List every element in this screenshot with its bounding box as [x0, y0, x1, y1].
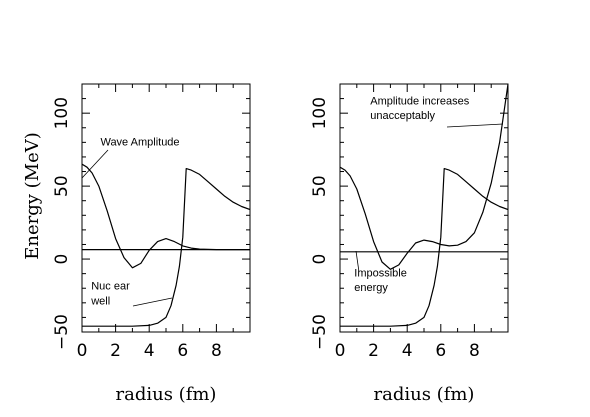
panel1-y-tick-label: −50 [52, 314, 72, 350]
panel1-annotation: Wave Amplitude [100, 136, 179, 148]
panel1-annotation: Nuc ear [91, 281, 130, 293]
panel1-y-axis-title: Energy (MeV) [22, 132, 43, 260]
panel2-annotation: energy [354, 282, 388, 294]
panel2-y-tick-label: 50 [310, 175, 330, 197]
panel2-annotation-leader [446, 123, 504, 128]
panel2-wave-amplitude-line [340, 84, 508, 270]
panel2-y-tick-label: −50 [310, 314, 330, 350]
panel2-x-tick-label: 6 [435, 341, 446, 361]
panel1-annotation: well [90, 295, 110, 307]
panel1-potential-well-line [82, 168, 250, 327]
panel1-y-tick-label: 50 [52, 175, 72, 197]
panel2-x-tick-label: 2 [368, 341, 379, 361]
panel2-x-tick-label: 4 [402, 341, 413, 361]
panel2-annotation: Amplitude increases [370, 95, 470, 107]
panel1-annotation-leader [132, 297, 173, 307]
panel2-annotation-leader [355, 250, 360, 273]
panel1-annotation-leader [81, 149, 109, 179]
panel2-x-axis-title: radius (fm) [374, 384, 475, 405]
panel2-x-tick-label: 0 [335, 341, 346, 361]
panel1-y-tick-label: 100 [52, 97, 72, 129]
panel1-x-tick-label: 0 [77, 341, 88, 361]
panel1-x-tick-label: 8 [211, 341, 222, 361]
panel2-y-tick-label: 100 [310, 97, 330, 129]
panel2-annotation: Impossible [354, 268, 407, 280]
panel1-wave-amplitude-line [82, 163, 250, 269]
panel1-y-tick-label: 0 [52, 254, 72, 265]
panel1-x-tick-label: 2 [110, 341, 121, 361]
panel2-x-tick-label: 8 [469, 341, 480, 361]
panel1-x-axis-title: radius (fm) [116, 384, 217, 405]
panel2-y-tick-label: 0 [310, 254, 330, 265]
panel2-potential-well-line [340, 168, 508, 327]
panel1-x-tick-label: 6 [177, 341, 188, 361]
panel2-annotation: unacceptably [370, 110, 435, 122]
panel1-x-tick-label: 4 [144, 341, 155, 361]
